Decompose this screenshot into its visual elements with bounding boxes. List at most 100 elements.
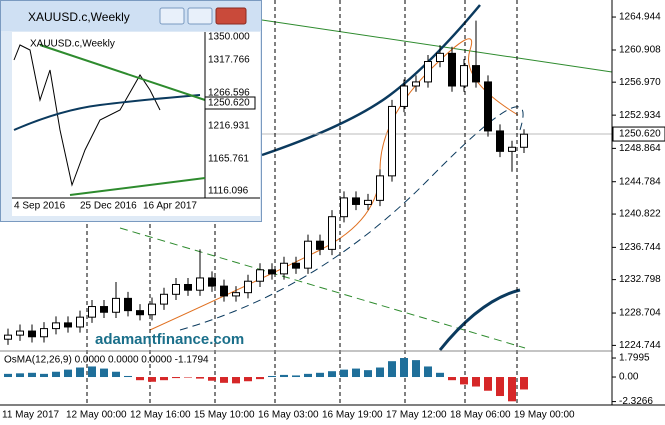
osc-bar	[220, 377, 228, 383]
inset-price: 1350.000	[208, 32, 250, 43]
osc-bar	[340, 369, 348, 378]
inset-symbol: XAUUSD.c,Weekly	[30, 39, 115, 50]
y-tick-label: 1228.704	[619, 308, 661, 319]
osc-bar	[208, 377, 216, 381]
inset-date: 16 Apr 2017	[143, 201, 197, 212]
osc-bar	[52, 371, 60, 378]
candle-body	[100, 306, 108, 313]
y-tick-label: -2.3266	[619, 396, 653, 407]
candle-body	[400, 85, 408, 107]
candle-body	[292, 262, 300, 269]
candle-body	[64, 322, 72, 328]
candle-body	[4, 334, 12, 340]
candle-body	[268, 269, 276, 275]
osc-bar	[64, 369, 72, 378]
osc-bar	[160, 377, 168, 381]
osc-bar	[508, 377, 516, 402]
y-tick-label: 0.00	[619, 372, 639, 383]
x-tick-label: 16 May 03:00	[258, 410, 319, 421]
candle-body	[460, 65, 468, 87]
candle-body	[28, 330, 36, 338]
osc-bar	[388, 361, 396, 378]
inset-price: 1116.096	[208, 186, 249, 197]
candle-body	[316, 240, 324, 250]
minimize-button[interactable]	[159, 7, 185, 25]
osc-bar	[424, 366, 432, 378]
y-tick-label: 1256.970	[619, 77, 661, 88]
inset-current-price: 1250.620	[208, 98, 250, 109]
candle-body	[472, 65, 480, 83]
osc-bar	[88, 366, 96, 378]
candle-body	[244, 280, 252, 294]
x-tick-label: 11 May 2017	[2, 410, 60, 421]
osc-bar	[472, 377, 480, 387]
candle-body	[364, 199, 372, 205]
y-tick-label: 1232.798	[619, 274, 661, 285]
osc-bar	[172, 377, 180, 379]
osc-bar	[496, 377, 504, 397]
candle-body	[52, 322, 60, 330]
y-tick-label: 1252.934	[619, 110, 661, 121]
osc-bar	[16, 373, 24, 378]
oscillator: OsMA(12,26,9) 0.0000 0.0000 0.0000 -1.17…	[4, 353, 653, 407]
candle-body	[208, 277, 216, 287]
inset-date: 25 Dec 2016	[80, 201, 137, 212]
candle-body	[136, 310, 144, 316]
osc-bar	[4, 373, 12, 378]
osc-bar	[400, 358, 408, 378]
current-price-label: 1250.620	[619, 129, 661, 140]
price-chart: 1264.944 1260.908 1256.970 1252.934 1248.864…	[4, 12, 665, 351]
osc-bar	[148, 377, 156, 382]
candle-body	[424, 61, 432, 83]
x-tick-label: 16 May 19:00	[322, 410, 383, 421]
osc-bar	[100, 368, 108, 378]
candle-body	[76, 316, 84, 328]
candle-body	[160, 293, 168, 305]
osc-bar	[76, 367, 84, 378]
osc-bar	[520, 377, 528, 390]
osc-bar	[232, 377, 240, 384]
osc-bar	[280, 374, 288, 378]
candle-body	[232, 292, 240, 297]
osc-bar	[292, 375, 300, 378]
y-tick-label: 1236.744	[619, 242, 661, 253]
y-tick-label: 1224.744	[619, 340, 661, 351]
inset-window: XAUUSD.c,Weekly XAUUSD.c,Weekly 1350.000…	[0, 0, 262, 222]
osc-bar	[364, 370, 372, 378]
candle-body	[40, 328, 48, 338]
candle-body	[484, 81, 492, 132]
candle-body	[340, 197, 348, 218]
maximize-button[interactable]	[187, 7, 213, 25]
close-button[interactable]	[215, 7, 247, 25]
osc-bar	[40, 373, 48, 378]
osc-bar	[196, 377, 204, 379]
osc-bar	[244, 377, 252, 382]
x-tick-label: 12 May 00:00	[66, 410, 127, 421]
candle-body	[352, 197, 360, 205]
osc-bar	[376, 367, 384, 378]
candle-body	[388, 105, 396, 177]
candle-body	[184, 283, 192, 291]
osc-bar	[256, 377, 264, 380]
osc-bar	[124, 375, 132, 378]
current-price-box	[612, 126, 665, 142]
y-tick-label: 1248.864	[619, 143, 661, 154]
y-tick-label: 1.7995	[619, 353, 650, 364]
osc-bar	[304, 373, 312, 378]
candle-body	[412, 81, 420, 87]
osc-bar	[412, 360, 420, 378]
x-tick-label: 19 May 00:00	[514, 410, 575, 421]
inset-price: 1216.931	[208, 121, 250, 132]
y-tick-label: 1264.944	[619, 12, 661, 23]
candle-body	[196, 277, 204, 291]
candle-body	[448, 52, 456, 87]
osc-bar	[448, 377, 456, 381]
candle-body	[436, 52, 444, 63]
candle-body	[280, 262, 288, 275]
osc-bar	[328, 371, 336, 378]
x-tick-label: 12 May 16:00	[130, 410, 191, 421]
candle-body	[124, 297, 132, 312]
osc-bar	[268, 375, 276, 378]
osc-bar	[28, 372, 36, 378]
